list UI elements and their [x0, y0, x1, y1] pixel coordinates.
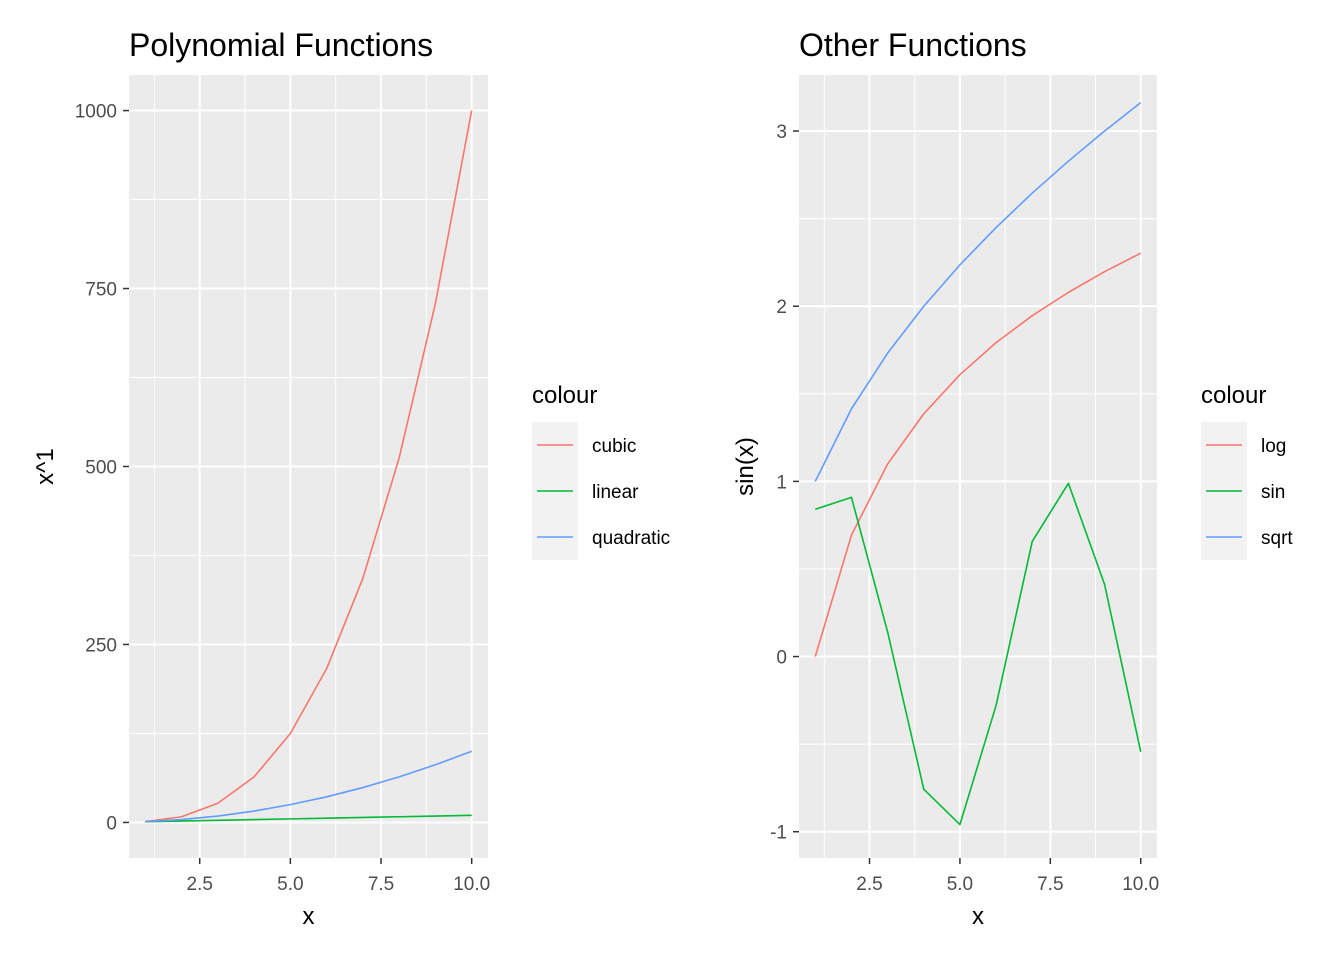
x-tick-label: 7.5 — [368, 874, 394, 895]
other-functions-chart: 2.5 5.0 7.5 10.0 -1 0 1 2 3 Other Functions x sin(x… — [732, 27, 1293, 930]
y-tick-label: -1 — [770, 823, 787, 844]
x-tick-label: 5.0 — [947, 874, 973, 895]
legend-title: colour — [532, 382, 597, 409]
x-tick-label: 10.0 — [453, 874, 490, 895]
y-tick-label: 500 — [85, 458, 117, 479]
y-axis-label: sin(x) — [732, 437, 759, 496]
y-axis-label: x^1 — [32, 448, 59, 485]
series-line-sqrt — [814, 102, 1142, 482]
x-axis-label: x — [972, 903, 984, 930]
series-line-cubic — [145, 110, 473, 823]
series-line-quadratic — [145, 750, 472, 823]
legend-title: colour — [1201, 382, 1266, 409]
series-line-log — [814, 252, 1142, 657]
series-line-linear — [145, 814, 472, 823]
legend-label-log: log — [1261, 436, 1286, 457]
x-axis-label: x — [303, 903, 315, 930]
y-tick-label: 0 — [776, 648, 787, 669]
y-tick-label: 1000 — [75, 102, 117, 123]
chart-title: Other Functions — [799, 27, 1027, 63]
y-tick-label: 250 — [85, 635, 117, 656]
polynomial-functions-chart: 2.5 5.0 7.5 10.0 0 250 500 750 1000 Polynomial Fu… — [32, 27, 670, 930]
x-tick-label: 10.0 — [1122, 874, 1159, 895]
chart-title: Polynomial Functions — [129, 27, 433, 63]
x-tick-label: 2.5 — [856, 874, 882, 895]
x-tick-label: 5.0 — [277, 874, 303, 895]
plot-panel — [799, 75, 1157, 858]
legend-label-sin: sin — [1261, 482, 1285, 503]
series-line-sin — [815, 482, 1142, 826]
y-tick-label: 1 — [776, 472, 787, 493]
legend-label-linear: linear — [592, 482, 639, 503]
legend-label-cubic: cubic — [592, 436, 636, 457]
y-tick-label: 750 — [85, 280, 117, 301]
y-tick-label: 3 — [776, 122, 787, 143]
legend-label-sqrt: sqrt — [1261, 528, 1293, 549]
x-tick-label: 7.5 — [1037, 874, 1063, 895]
x-tick-label: 2.5 — [187, 874, 213, 895]
y-tick-label: 0 — [106, 813, 117, 834]
y-tick-label: 2 — [776, 297, 787, 318]
legend-label-quadratic: quadratic — [592, 528, 670, 549]
